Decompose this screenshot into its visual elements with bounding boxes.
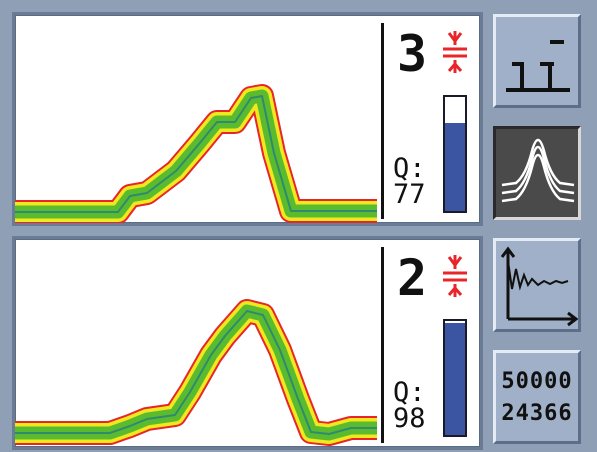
counter-value-1: 50000 (501, 369, 573, 394)
quality-bar-fill (445, 323, 465, 435)
waveform-core-line (15, 310, 377, 435)
waveform-band-inner (15, 304, 377, 441)
channel-panel-bottom: 2 Q: 98 (12, 236, 483, 450)
beam-symbol-icon (443, 31, 467, 73)
trend-view-button[interactable] (493, 238, 581, 332)
counter-value-2: 24366 (501, 401, 573, 426)
quality-bar-fill (445, 123, 465, 211)
bar-profile-icon (506, 40, 570, 92)
panel-divider (381, 247, 384, 443)
quality-value: 98 (393, 403, 426, 434)
quality-bar (443, 319, 467, 437)
panel-divider (381, 23, 384, 219)
waveform-plot-top (15, 84, 381, 223)
quality-label: Q: (393, 153, 426, 184)
profile-view-button[interactable] (493, 14, 581, 108)
counter-display-button[interactable]: 50000 24366 (493, 350, 581, 444)
waveform-overlay-icon (501, 138, 575, 203)
waveform-plot-bottom (15, 299, 377, 446)
waveform-core-line (15, 95, 377, 213)
decay-trend-icon (500, 246, 578, 327)
waveform-band-inner (15, 89, 377, 219)
channel-number: 2 (397, 249, 428, 307)
channel-number: 3 (397, 25, 428, 83)
quality-bar (443, 95, 467, 213)
waveform-view-button[interactable] (493, 126, 581, 220)
channel-panel-top: 3 Q: 77 (12, 12, 483, 226)
quality-label: Q: (393, 377, 426, 408)
quality-value: 77 (393, 179, 426, 210)
beam-symbol-icon (443, 255, 467, 297)
